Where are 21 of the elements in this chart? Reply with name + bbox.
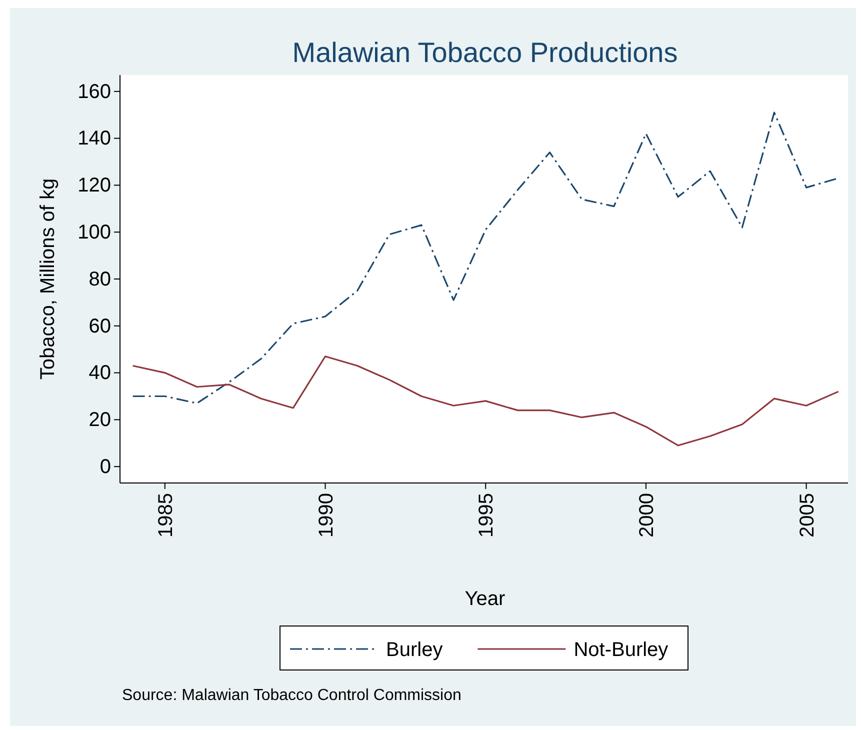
y-tick-label: 60	[88, 315, 111, 338]
line-series	[132, 356, 840, 446]
x-tick-label: 2005	[796, 493, 818, 538]
y-tick-label: 160	[78, 80, 111, 103]
legend-label: Burley	[386, 639, 443, 661]
x-tick-label: 2000	[636, 493, 658, 538]
y-tick-label: 140	[78, 128, 111, 150]
legend-label: Not-Burley	[574, 639, 668, 661]
y-tick-label: 20	[88, 409, 111, 432]
x-tick-label: 1995	[476, 493, 498, 538]
chart-title: Malawian Tobacco Productions	[292, 37, 678, 68]
y-tick-label: 40	[88, 362, 111, 384]
y-tick-label: 0	[100, 456, 111, 478]
y-tick-label: 80	[88, 268, 111, 290]
source-note: Source: Malawian Tobacco Control Commission	[122, 687, 462, 704]
x-tick-label: 1990	[315, 493, 338, 538]
y-tick-label: 120	[78, 174, 111, 197]
y-tick-label: 100	[78, 222, 111, 244]
x-axis-title: Year	[464, 588, 506, 610]
y-axis-title: Tobacco, Millions of kg	[37, 178, 59, 380]
x-tick-label: 1985	[154, 493, 177, 538]
